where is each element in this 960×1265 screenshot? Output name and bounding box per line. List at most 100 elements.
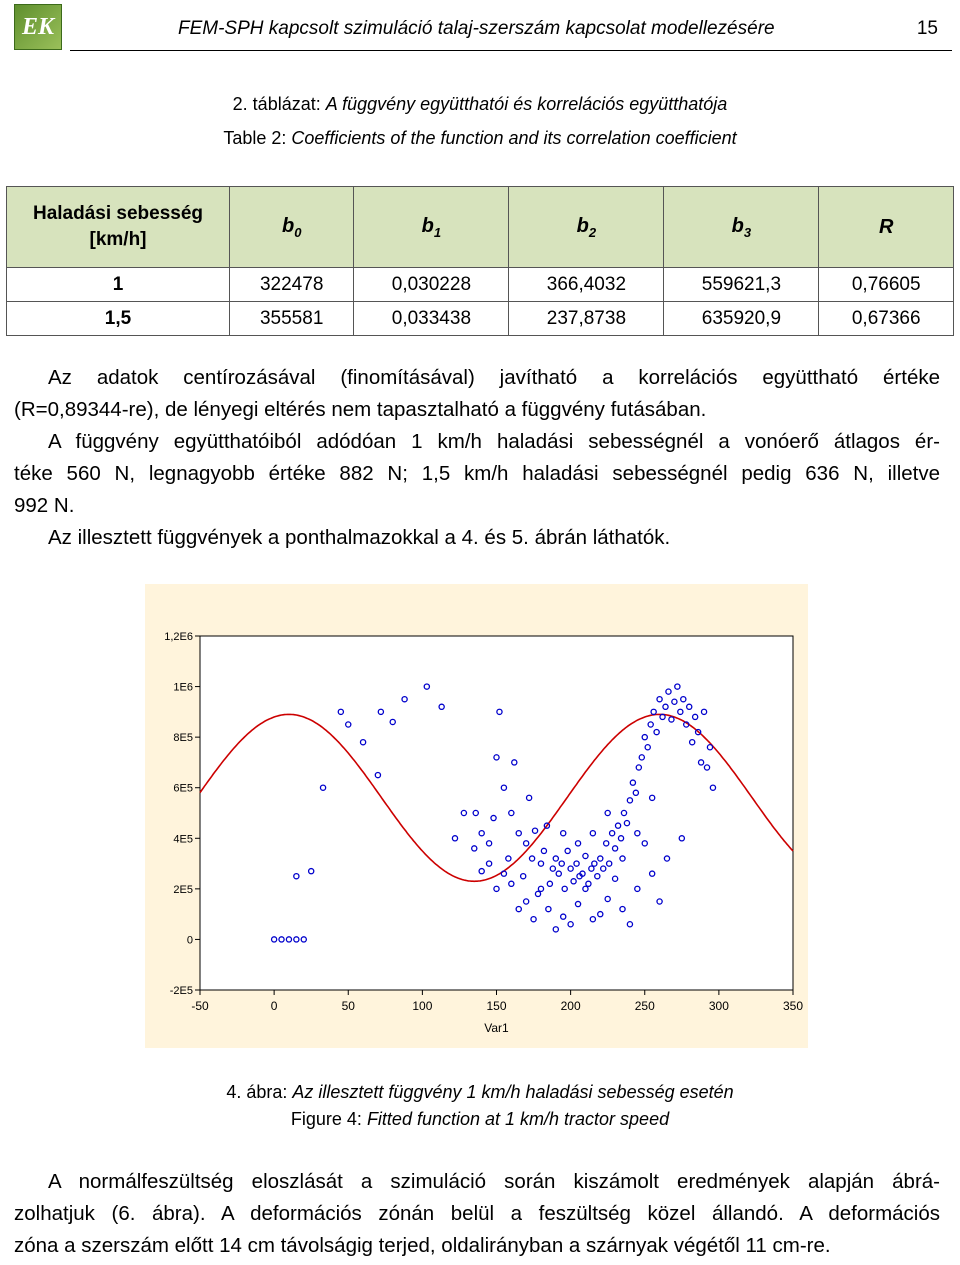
data-point — [570, 878, 577, 885]
data-point — [709, 784, 717, 791]
data-point — [423, 683, 431, 690]
data-point — [604, 895, 611, 903]
header-b0-sub: 0 — [294, 224, 302, 240]
data-point — [597, 855, 604, 862]
data-point — [567, 921, 574, 928]
data-point — [634, 885, 641, 893]
header-b0: b0 — [228, 186, 355, 268]
data-point — [678, 835, 686, 842]
chart-axes: -50 0 50 100 150 200 250 300 350 -2E5 0 2E5 4E5 6E5 8E… — [164, 631, 803, 1035]
data-point — [614, 822, 622, 829]
data-point — [599, 865, 607, 872]
running-title: FEM-SPH kapcsolt szimuláció talaj-szersz… — [178, 18, 775, 39]
data-point — [668, 716, 675, 723]
x-tick-label: 250 — [635, 999, 655, 1013]
data-point — [574, 840, 582, 847]
data-point — [344, 721, 352, 728]
data-point — [389, 718, 396, 726]
paragraph-1-line-1: Az adatok centírozásával (finomításával)… — [48, 366, 940, 389]
data-point — [515, 905, 522, 913]
figure-caption-hu-label: 4. ábra: — [226, 1082, 293, 1102]
data-point — [597, 910, 604, 918]
data-point — [337, 708, 345, 716]
data-point — [511, 759, 518, 766]
table-cell: 0,67366 — [818, 301, 954, 336]
paragraph-4-line-3: zóna a szerszám előtt 14 cm távolságig t… — [14, 1234, 831, 1257]
data-point — [663, 855, 671, 862]
data-point — [647, 721, 654, 728]
data-point — [656, 898, 663, 905]
table-row: 1 322478 0,030228 366,4032 559621,3 0,76… — [6, 267, 954, 302]
y-tick-label: 1E6 — [173, 682, 193, 694]
coefficient-table: Haladási sebesség [km/h] b0 b1 b2 b3 R 1… — [6, 186, 954, 336]
data-point — [634, 829, 641, 837]
data-point — [685, 703, 693, 711]
figure-caption-en-text: Fitted function at 1 km/h tractor speed — [366, 1109, 670, 1129]
table-cell: 0,76605 — [818, 267, 954, 302]
figure-caption-hu: 4. ábra: Az illesztett függvény 1 km/h h… — [0, 1082, 960, 1103]
data-point — [515, 829, 522, 837]
data-point — [485, 860, 493, 867]
data-point — [500, 784, 508, 791]
data-point — [534, 890, 542, 898]
data-point — [623, 819, 631, 827]
paragraph-1-line-2: (R=0,89344-re), de lényegi eltérés nem t… — [14, 398, 707, 421]
paragraph-3: Az illesztett függvények a ponthalmazokk… — [48, 526, 671, 549]
header-b1-sub: 1 — [433, 224, 442, 240]
y-tick-label: 1,2E6 — [164, 631, 193, 643]
y-tick-label: 6E5 — [173, 783, 193, 795]
data-point — [377, 708, 385, 716]
data-point — [706, 744, 714, 751]
data-point — [472, 809, 479, 817]
data-point — [629, 779, 637, 786]
figure-4-chart: -50 0 50 100 150 200 250 300 350 -2E5 0 2E5 4E5 6E5 8E… — [145, 584, 808, 1048]
x-tick-label: 300 — [709, 999, 729, 1013]
data-point — [602, 840, 610, 847]
data-point — [589, 915, 597, 923]
data-point — [674, 683, 681, 690]
data-point — [293, 936, 300, 943]
data-point — [644, 744, 651, 751]
data-point — [522, 898, 530, 905]
data-point — [451, 835, 459, 842]
table-row: 1,5 355581 0,033438 237,8738 635920,9 0,… — [6, 301, 954, 336]
data-point — [319, 784, 327, 791]
data-point — [683, 721, 690, 728]
data-point — [591, 860, 598, 867]
fitted-curve-layer — [199, 713, 794, 883]
data-point — [653, 728, 660, 736]
page-number: 15 — [916, 18, 938, 39]
data-point — [559, 829, 567, 837]
table-cell: 355581 — [228, 301, 355, 336]
x-axis-label: Var1 — [484, 1021, 509, 1035]
data-point — [650, 708, 657, 716]
data-point — [691, 713, 699, 721]
data-point — [619, 855, 626, 862]
x-tick-label: 50 — [342, 999, 356, 1013]
data-point — [531, 827, 539, 834]
scatter-plot: -50 0 50 100 150 200 250 300 350 -2E5 0 2E5 4E5 6E5 8E… — [164, 631, 803, 1035]
data-point — [611, 845, 619, 852]
data-point — [505, 855, 512, 862]
data-point — [471, 845, 478, 852]
data-point — [594, 872, 601, 880]
data-point — [270, 936, 278, 943]
data-point — [537, 885, 545, 893]
data-point — [496, 708, 503, 716]
data-point — [508, 880, 515, 888]
x-tick-label: 150 — [486, 999, 506, 1013]
data-point — [582, 885, 589, 893]
data-point — [401, 695, 408, 703]
x-tick-label: 100 — [412, 999, 432, 1013]
table-cell: 0,030228 — [353, 267, 510, 302]
data-point — [694, 728, 702, 736]
table-header-row: Haladási sebesség [km/h] b0 b1 b2 b3 R — [6, 186, 954, 268]
data-point — [552, 926, 560, 933]
data-points-layer — [270, 683, 717, 943]
header-b2-sub: 2 — [588, 224, 597, 240]
data-point — [619, 905, 626, 913]
data-point — [659, 713, 666, 721]
data-point — [611, 875, 619, 882]
header-b2-base: b — [576, 214, 589, 237]
data-point — [635, 764, 643, 771]
